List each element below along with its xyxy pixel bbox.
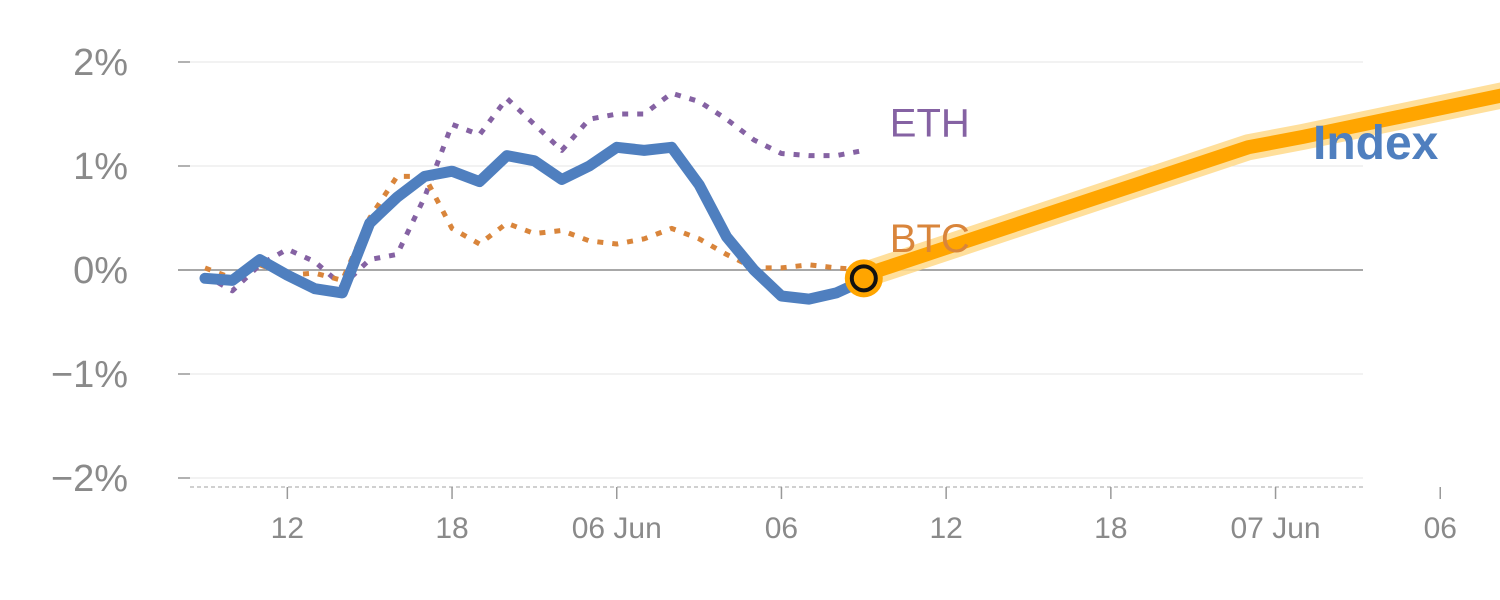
y-tick-label: −1% <box>51 354 128 396</box>
series-lines <box>199 82 1500 305</box>
marker-dot <box>849 264 878 293</box>
x-tick-label: 06 Jun <box>572 512 662 545</box>
series-index-forecast <box>856 88 1500 283</box>
x-axis-ticks: 12 18 06 Jun 06 12 18 07 Jun 06 <box>271 487 1457 545</box>
series-btc-line <box>204 173 864 283</box>
current-point-marker <box>844 259 883 298</box>
x-tick-label: 12 <box>929 512 962 545</box>
x-tick-label: 12 <box>271 512 304 545</box>
x-tick-label: 07 Jun <box>1231 512 1321 545</box>
x-tick-label: 06 <box>765 512 798 545</box>
y-tick-label: 1% <box>73 146 128 188</box>
y-axis-ticks: 2% 1% 0% −1% −2% <box>51 42 128 500</box>
y-tick-label: 0% <box>73 250 128 292</box>
x-tick-label: 18 <box>1094 512 1127 545</box>
x-tick-label: 06 <box>1424 512 1457 545</box>
x-tick-label: 18 <box>435 512 468 545</box>
series-label-index: Index <box>1313 117 1439 170</box>
y-tick-label: 2% <box>73 42 128 84</box>
series-index-line <box>199 141 870 305</box>
series-labels: ETH BTC Index <box>890 101 1439 261</box>
series-label-eth: ETH <box>890 101 970 145</box>
series-label-btc: BTC <box>890 217 970 261</box>
y-tick-label: −2% <box>51 458 128 500</box>
series-eth-line <box>203 90 865 294</box>
